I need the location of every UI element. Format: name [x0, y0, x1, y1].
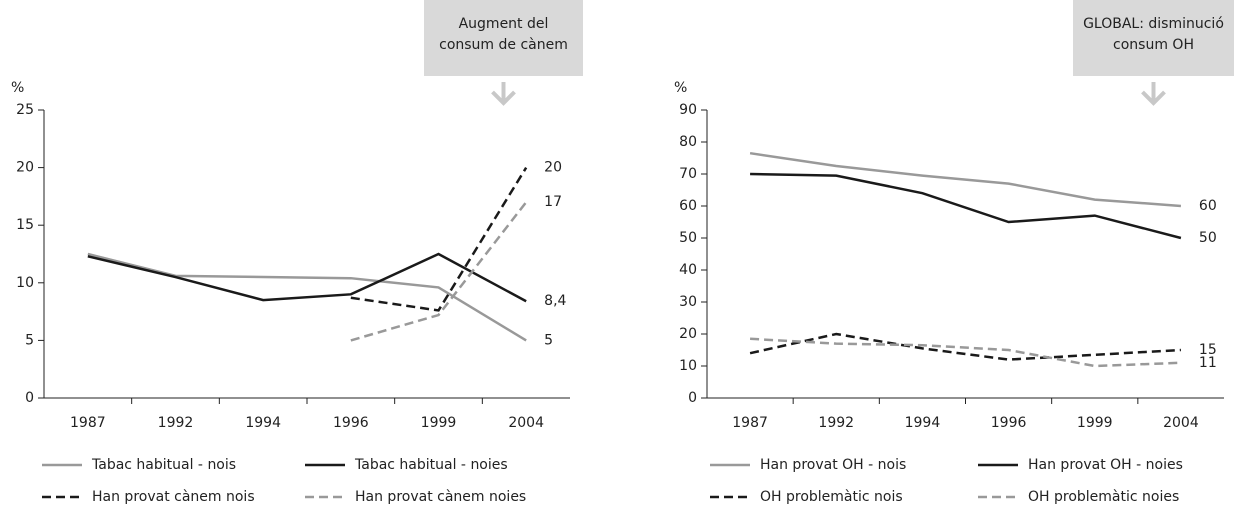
annotation-arrow [1141, 82, 1166, 106]
x-tick-label: 1999 [421, 415, 457, 431]
data-label: 50 [1199, 230, 1217, 246]
y-tick-label: 10 [16, 275, 34, 291]
series-line [87, 252, 527, 303]
annotation-text: consum de cànem [439, 37, 568, 53]
annotation-text: Augment del [459, 16, 549, 32]
annotation-box [424, 0, 583, 76]
x-tick-label: 1994 [245, 415, 281, 431]
annotation-arrow [491, 82, 516, 106]
y-tick-label: 50 [679, 230, 697, 246]
data-label: 20 [544, 160, 562, 176]
annotation-text: GLOBAL: disminució [1083, 16, 1224, 32]
y-tick-label: 5 [25, 332, 34, 348]
x-tick-label: 2004 [1163, 415, 1199, 431]
y-tick-label: 0 [25, 390, 34, 406]
data-label: 11 [1199, 355, 1217, 371]
y-tick-label: 20 [16, 160, 34, 176]
legend-label: Tabac habitual - noies [354, 457, 508, 473]
y-axis-label: % [674, 80, 687, 96]
x-tick-label: 1987 [732, 415, 768, 431]
y-tick-label: 90 [679, 102, 697, 118]
series-line [750, 172, 1182, 240]
data-label: 5 [544, 332, 553, 348]
annotation-text: consum OH [1113, 37, 1194, 53]
y-axis-label: % [11, 80, 24, 96]
legend-label: OH problemàtic nois [760, 489, 903, 505]
series-line [750, 337, 1181, 368]
y-tick-label: 25 [16, 102, 34, 118]
y-tick-label: 70 [679, 166, 697, 182]
series-line [749, 151, 1182, 208]
annotation-box [1073, 0, 1234, 76]
series-line [749, 332, 1181, 361]
data-label: 60 [1199, 198, 1217, 214]
x-tick-label: 1992 [158, 415, 194, 431]
data-label: 17 [544, 194, 562, 210]
legend-label: OH problemàtic noies [1028, 489, 1179, 505]
legend-label: Han provat OH - nois [760, 457, 906, 473]
x-tick-label: 2004 [508, 415, 544, 431]
y-tick-label: 10 [679, 358, 697, 374]
y-tick-label: 60 [679, 198, 697, 214]
legend-label: Han provat cànem nois [92, 489, 255, 505]
x-tick-label: 1992 [818, 415, 854, 431]
legend-label: Tabac habitual - nois [91, 457, 236, 473]
series-line [350, 166, 528, 312]
y-tick-label: 40 [679, 262, 697, 278]
x-tick-label: 1994 [905, 415, 941, 431]
x-tick-label: 1999 [1077, 415, 1113, 431]
y-tick-label: 15 [16, 217, 34, 233]
series-line [350, 201, 528, 342]
x-tick-label: 1996 [333, 415, 369, 431]
y-tick-label: 30 [679, 294, 697, 310]
x-tick-label: 1996 [991, 415, 1027, 431]
legend-label: Han provat cànem noies [355, 489, 526, 505]
y-tick-label: 80 [679, 134, 697, 150]
data-label: 15 [1199, 342, 1217, 358]
y-tick-label: 0 [688, 390, 697, 406]
legend-label: Han provat OH - noies [1028, 457, 1183, 473]
data-label: 8,4 [544, 293, 566, 309]
y-tick-label: 20 [679, 326, 697, 342]
x-tick-label: 1987 [70, 415, 106, 431]
